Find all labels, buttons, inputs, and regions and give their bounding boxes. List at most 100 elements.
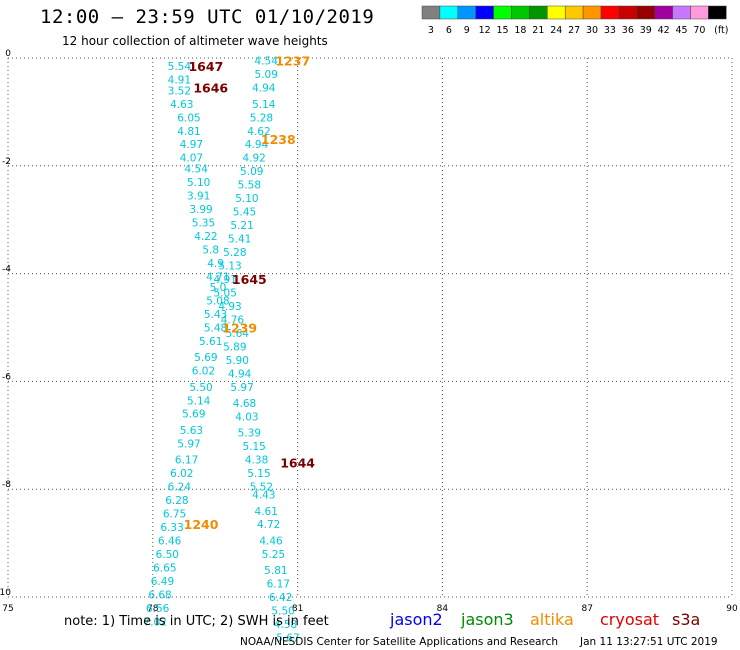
swh-value: 4.72 [257,519,280,531]
swh-value: 4.58 [274,619,297,631]
y-tick-label: -4 [2,265,11,275]
swh-value: 5.25 [262,549,285,561]
pass-time-label: 1647 [188,59,223,74]
scale-label: 27 [568,25,580,36]
pass-time-label: 1646 [193,81,228,96]
swh-color-scale: 3 6 9 12 15 18 21 24 27 30 33 36 39 42 45 70 (ft) [421,5,729,36]
swh-value: 5.43 [204,309,227,321]
swh-value: 3.99 [189,204,212,216]
swh-value: 5.81 [264,565,287,577]
pass-time-label: 1645 [232,272,267,287]
swh-value: 5.69 [182,409,205,421]
chart-footer: note: 1) Time is in UTC; 2) SWH is in fe… [64,610,718,648]
scale-label: 21 [532,25,544,36]
scale-label: 6 [446,25,452,36]
swh-value: 6.56 [146,603,170,615]
swh-value: 5.10 [235,193,258,205]
swh-value: 5.14 [252,99,276,111]
scale-label: 42 [658,25,670,36]
y-tick-label: 0 [5,49,11,59]
swh-value: 5.15 [247,468,270,480]
scale-label: 70 [693,25,705,36]
swh-value: 4.97 [180,139,203,151]
swh-value: 5.39 [238,428,261,440]
scale-label: 9 [464,25,470,36]
swh-value: 5.48 [204,323,227,335]
x-tick-label: 90 [726,604,738,614]
scale-label: 36 [622,25,634,36]
swh-value: 5.28 [223,247,246,259]
satellite-legend: jason2 jason3 altika cryosat s3a [389,610,700,629]
scale-label: 12 [479,25,491,36]
swh-value: 6.17 [175,455,198,467]
scale-label: 18 [514,25,526,36]
swh-value: 4.22 [194,231,217,243]
scale-label: 15 [497,25,509,36]
swh-value: 5.10 [187,177,210,189]
swh-value: 4.76 [221,314,245,326]
swh-value: 5.97 [230,382,253,394]
swh-value: 7.02 [144,616,167,628]
swh-value: 4.38 [245,455,268,467]
swh-value: 5.41 [228,234,251,246]
scale-swatch [672,5,691,20]
swh-value: 5.0 [210,282,227,294]
pass-time-label: 1644 [280,455,315,470]
scale-label: 3 [428,25,434,36]
scale-swatch [582,5,602,20]
scale-swatch [690,5,709,20]
scale-swatch [600,5,620,20]
swh-value: 5.15 [242,441,265,453]
swh-value: 6.46 [158,535,182,547]
swh-value: 5.35 [192,217,215,229]
swh-value: 4.71 [206,271,229,283]
scale-swatch [708,5,727,20]
swh-value: 6.02 [170,468,193,480]
swh-value: 6.50 [156,549,179,561]
swh-value: 4.92 [242,153,265,165]
scale-label: 33 [604,25,616,36]
y-tick-label: -2 [2,157,11,167]
swh-value: 4.94 [228,368,252,380]
scale-swatch [511,5,530,20]
swh-value: 4.63 [170,99,193,111]
swh-value: 5.8 [202,244,219,256]
swh-value: 5.21 [230,220,253,232]
chart-grid [7,57,733,598]
satellite-legend-entry: jason2 [389,610,443,629]
scale-label: 24 [550,25,562,36]
scale-swatch [618,5,638,20]
scale-label: (ft) [714,25,728,36]
swh-value: 3.52 [168,85,191,97]
pass-time-labels: 1237 1647 1646 1238 1645 1239 1644 1240 [184,54,316,533]
swh-value: 4.07 [180,153,203,165]
footer-note: note: 1) Time is in UTC; 2) SWH is in fe… [64,614,329,629]
scale-swatch [636,5,655,20]
swh-value: 5.69 [194,352,217,364]
scale-swatch [547,5,566,20]
scale-swatch [475,5,494,20]
swh-value: 3.91 [187,190,210,202]
scale-swatch [493,5,512,20]
footer-timestamp: Jan 11 13:27:51 UTC 2019 [579,636,718,648]
y-tick-label: -6 [2,372,11,382]
swh-points: 5.544.913.524.636.054.814.974.074.545.10… [144,56,300,645]
scale-swatch [529,5,548,20]
swh-value: 6.17 [267,579,290,591]
pass-time-label: 1237 [275,54,310,69]
swh-value: 4.9 [207,258,224,270]
swh-value: 5.28 [250,112,273,124]
swh-value: 4.91 [168,75,191,87]
chart-axes: 75 78 81 84 87 90 0 -2 -4 -6 -8 -10 [0,49,738,614]
pass-time-label: 1239 [222,321,257,336]
swh-value: 4.68 [233,398,256,410]
swh-value: 5.61 [199,336,222,348]
scale-label: 39 [640,25,652,36]
chart-title: 12:00 – 23:59 UTC 01/10/2019 [40,6,375,28]
swh-value: 5.63 [180,425,203,437]
swh-value: 5.89 [223,341,246,353]
swh-value: 4.03 [235,411,258,423]
swh-value: 6.33 [160,522,183,534]
swh-value: 4.93 [218,301,241,313]
